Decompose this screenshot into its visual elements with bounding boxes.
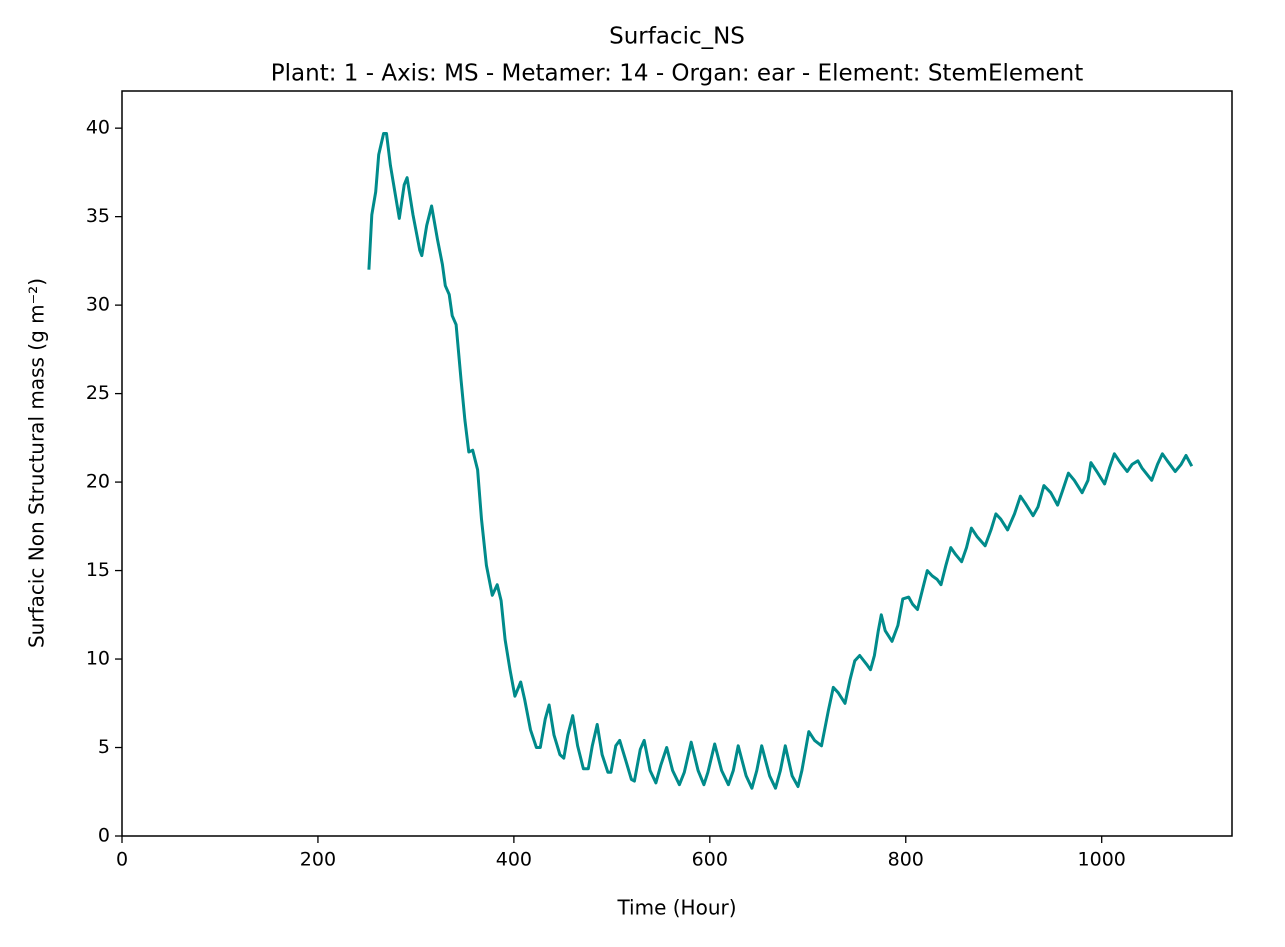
x-tick-label: 1000 [1078,849,1126,871]
y-axis-label: Surfacic Non Structural mass (g m⁻²) [25,278,49,648]
y-tick-label: 25 [86,382,110,404]
y-tick-label: 20 [86,471,110,493]
chart-title: Surfacic_NS [609,24,745,50]
x-tick-label: 400 [496,849,532,871]
x-axis-label: Time (Hour) [616,896,736,920]
y-tick-label: 5 [98,736,110,758]
y-tick-label: 30 [86,294,110,316]
x-tick-label: 800 [888,849,924,871]
x-tick-label: 200 [300,849,336,871]
y-tick-label: 40 [86,117,110,139]
chart-subtitle: Plant: 1 - Axis: MS - Metamer: 14 - Orga… [271,61,1083,87]
plot-frame [121,90,1233,837]
y-tick-label: 10 [86,648,110,670]
x-tick-label: 0 [116,849,128,871]
y-tick-label: 0 [98,825,110,847]
y-tick-label: 35 [86,205,110,227]
data-line [367,132,1194,790]
y-tick-label: 15 [86,559,110,581]
x-tick-label: 600 [692,849,728,871]
